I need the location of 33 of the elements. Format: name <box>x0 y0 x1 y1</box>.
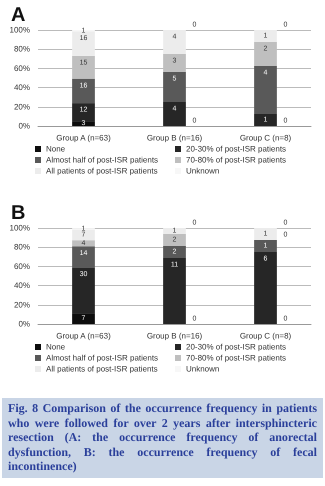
legend-label: Unknown <box>186 364 220 374</box>
y-tick-label: 40% <box>14 83 30 92</box>
x-tick-label: Group B (n=16) <box>146 134 203 142</box>
y-tick-label: 20% <box>14 102 30 112</box>
x-tick-label: Group A (n=63) <box>56 134 112 142</box>
y-tick-label: 60% <box>14 262 30 271</box>
y-tick-label: 40% <box>14 281 30 290</box>
legend-label: None <box>46 144 66 154</box>
y-tick-label: 20% <box>14 300 30 310</box>
y-tick-label: 80% <box>14 44 30 54</box>
legend-label: 70-80% of post-ISR patients <box>186 354 286 362</box>
chart-title: B <box>11 202 26 224</box>
y-tick-label: 0% <box>18 320 30 328</box>
legend-label: 20-30% of post-ISR patients <box>186 342 286 352</box>
x-tick-label: Group C (n=8) <box>240 332 292 340</box>
y-tick-label: 60% <box>14 64 30 73</box>
y-tick-label: 0% <box>18 122 30 130</box>
legend-label: Almost half of post-ISR patients <box>46 156 158 164</box>
legend-label: None <box>46 342 66 352</box>
legend-label: Unknown <box>186 166 220 176</box>
y-tick-label: 100% <box>10 26 30 34</box>
x-tick-label: Group B (n=16) <box>146 332 203 340</box>
legend-label: Almost half of post-ISR patients <box>46 354 158 362</box>
x-tick-label: Group A (n=63) <box>56 332 112 340</box>
legend-label: 70-80% of post-ISR patients <box>186 156 286 164</box>
legend-label: All patients of post-ISR patients <box>46 166 158 176</box>
chart-title: A <box>11 4 26 26</box>
legend-label: All patients of post-ISR patients <box>46 364 158 374</box>
y-tick-label: 80% <box>14 242 30 252</box>
x-tick-label: Group C (n=8) <box>240 134 292 142</box>
legend-label: 20-30% of post-ISR patients <box>186 144 286 154</box>
caption: Fig. 8 Comparison of the occurrence frequency in patients who were followed for over 2 years after intersphincteric resection (A: the occurrence frequency of anorectal dysfunction, B: the occurrence frequency of fecal incontinence) <box>2 398 323 478</box>
y-tick-label: 100% <box>10 224 30 232</box>
